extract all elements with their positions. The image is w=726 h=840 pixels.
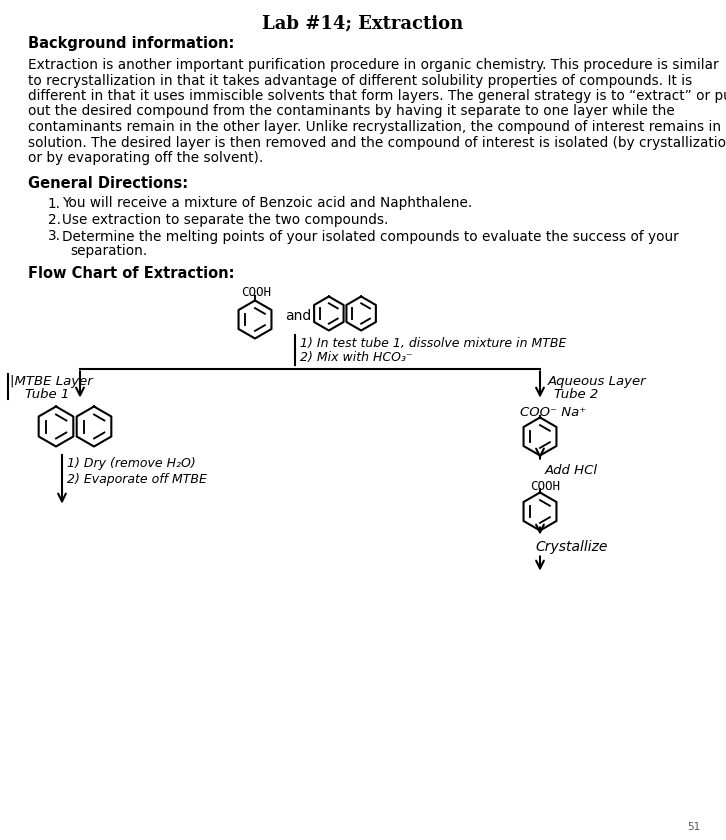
Text: Flow Chart of Extraction:: Flow Chart of Extraction: [28,266,234,281]
Text: Use extraction to separate the two compounds.: Use extraction to separate the two compo… [62,213,388,227]
Text: |MTBE Layer: |MTBE Layer [10,375,93,387]
Text: Determine the melting points of your isolated compounds to evaluate the success : Determine the melting points of your iso… [62,229,679,244]
Text: different in that it uses immiscible solvents that form layers. The general stra: different in that it uses immiscible sol… [28,89,726,103]
Text: 2) Mix with HCO₃⁻: 2) Mix with HCO₃⁻ [300,351,412,365]
Text: You will receive a mixture of Benzoic acid and Naphthalene.: You will receive a mixture of Benzoic ac… [62,197,472,211]
Text: Background information:: Background information: [28,36,234,51]
Text: or by evaporating off the solvent).: or by evaporating off the solvent). [28,151,264,165]
Text: 3.: 3. [48,229,61,244]
Text: Add HCl: Add HCl [545,464,598,476]
Text: 1) In test tube 1, dissolve mixture in MTBE: 1) In test tube 1, dissolve mixture in M… [300,337,566,349]
Text: COO⁻ Na⁺: COO⁻ Na⁺ [520,407,587,419]
Text: Aqueous Layer: Aqueous Layer [548,375,647,387]
Text: 2) Evaporate off MTBE: 2) Evaporate off MTBE [67,472,207,486]
Text: 1) Dry (remove H₂O): 1) Dry (remove H₂O) [67,456,196,470]
Text: COOH: COOH [530,480,560,492]
Text: 2.: 2. [48,213,61,227]
Text: out the desired compound from the contaminants by having it separate to one laye: out the desired compound from the contam… [28,104,674,118]
Text: 51: 51 [687,822,700,832]
Text: Lab #14; Extraction: Lab #14; Extraction [262,14,464,32]
Text: General Directions:: General Directions: [28,176,188,192]
Text: separation.: separation. [70,244,147,258]
Text: Extraction is another important purification procedure in organic chemistry. Thi: Extraction is another important purifica… [28,58,719,72]
Text: Crystallize: Crystallize [535,539,608,554]
Text: COOH: COOH [241,286,271,300]
Text: solution. The desired layer is then removed and the compound of interest is isol: solution. The desired layer is then remo… [28,135,726,150]
Text: Tube 2: Tube 2 [554,388,598,402]
Text: 1.: 1. [48,197,61,211]
Text: and: and [285,308,311,323]
Text: Tube 1: Tube 1 [25,388,69,402]
Text: contaminants remain in the other layer. Unlike recrystallization, the compound o: contaminants remain in the other layer. … [28,120,721,134]
Text: to recrystallization in that it takes advantage of different solubility properti: to recrystallization in that it takes ad… [28,73,693,87]
